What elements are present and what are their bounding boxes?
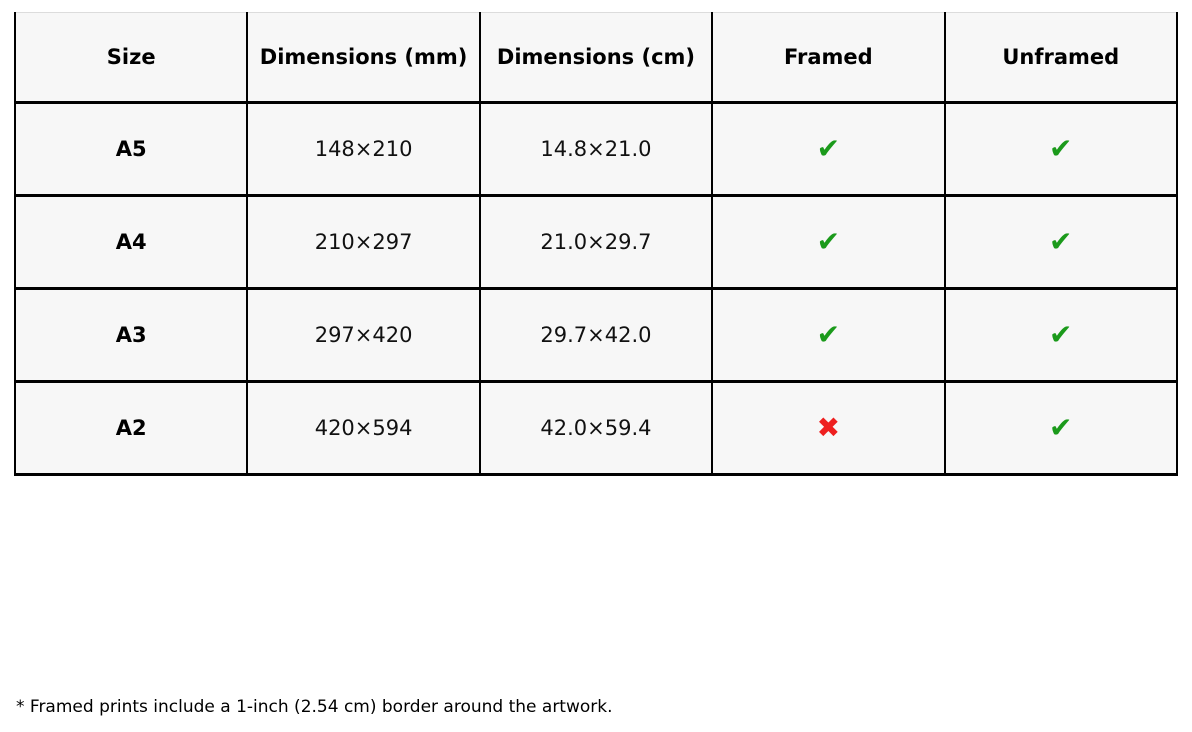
dimensions-mm-cell: 210×297: [246, 194, 481, 290]
check-icon: ✔: [1049, 225, 1073, 258]
column-header-unframed: Unframed: [943, 12, 1179, 104]
check-icon: ✔: [1049, 411, 1073, 444]
size-comparison-table: Size Dimensions (mm) Dimensions (cm) Fra…: [13, 12, 1179, 476]
framed-availability-cell: ✔: [711, 287, 946, 383]
dimensions-mm-cell: 297×420: [246, 287, 481, 383]
table-row: A3 297×420 29.7×42.0 ✔ ✔: [13, 287, 1179, 383]
table-row: A5 148×210 14.8×21.0 ✔ ✔: [13, 101, 1179, 197]
column-header-size: Size: [13, 12, 249, 104]
dimensions-mm-cell: 148×210: [246, 101, 481, 197]
column-header-dimensions-mm: Dimensions (mm): [246, 12, 481, 104]
dimensions-cm-cell: 21.0×29.7: [478, 194, 714, 290]
dimensions-cm-cell: 42.0×59.4: [478, 380, 714, 476]
size-cell: A2: [13, 380, 249, 476]
size-cell: A3: [13, 287, 249, 383]
table-row: A4 210×297 21.0×29.7 ✔ ✔: [13, 194, 1179, 290]
check-icon: ✔: [816, 132, 841, 165]
unframed-availability-cell: ✔: [943, 380, 1179, 476]
framed-availability-cell: ✔: [711, 194, 946, 290]
check-icon: ✔: [816, 225, 841, 258]
cross-icon: ✖: [816, 411, 841, 444]
dimensions-mm-cell: 420×594: [246, 380, 481, 476]
size-cell: A4: [13, 194, 249, 290]
framed-availability-cell: ✔: [711, 101, 946, 197]
check-icon: ✔: [816, 318, 841, 351]
column-header-framed: Framed: [711, 12, 946, 104]
size-cell: A5: [13, 101, 249, 197]
table-header-row: Size Dimensions (mm) Dimensions (cm) Fra…: [13, 12, 1179, 104]
dimensions-cm-cell: 14.8×21.0: [478, 101, 714, 197]
unframed-availability-cell: ✔: [943, 194, 1179, 290]
unframed-availability-cell: ✔: [943, 287, 1179, 383]
check-icon: ✔: [1049, 318, 1073, 351]
column-header-dimensions-cm: Dimensions (cm): [478, 12, 714, 104]
dimensions-cm-cell: 29.7×42.0: [478, 287, 714, 383]
table-body: A5 148×210 14.8×21.0 ✔ ✔ A4 210×297 21.0×29.7 ✔ ✔…: [13, 101, 1179, 476]
unframed-availability-cell: ✔: [943, 101, 1179, 197]
framed-availability-cell: ✖: [711, 380, 946, 476]
framed-border-footnote: * Framed prints include a 1-inch (2.54 c…: [16, 697, 613, 717]
table-row: A2 420×594 42.0×59.4 ✖ ✔: [13, 380, 1179, 476]
check-icon: ✔: [1049, 132, 1073, 165]
